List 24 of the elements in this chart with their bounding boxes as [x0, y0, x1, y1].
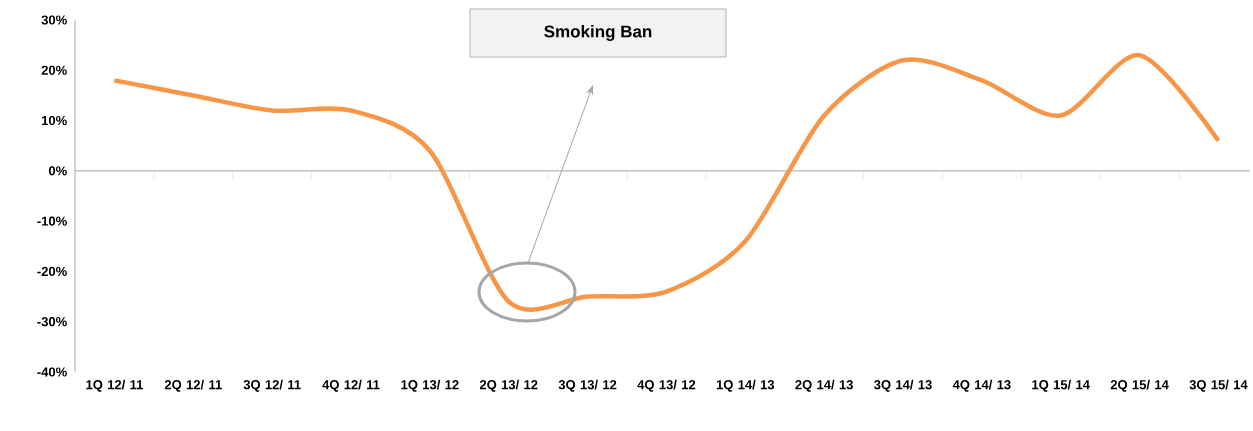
y-tick-label: 20%	[41, 65, 67, 75]
y-tick-label: -10%	[37, 216, 67, 226]
x-tick-label: 3Q 15/ 14	[1189, 379, 1248, 392]
x-tick-label: 2Q 12/ 11	[164, 379, 222, 392]
x-tick-label: 1Q 14/ 13	[716, 379, 775, 392]
y-tick-label: -20%	[37, 266, 67, 277]
y-tick-label: -40%	[37, 367, 67, 377]
y-tick-label: 10%	[42, 115, 67, 126]
x-tick-label: 4Q 13/ 12	[637, 379, 696, 392]
x-tick-label: 3Q 12/ 11	[243, 379, 301, 392]
x-tick-label: 2Q 15/ 14	[1110, 379, 1169, 392]
x-tick-label: 4Q 14/ 13	[952, 379, 1011, 392]
x-tick-label: 1Q 12/ 11	[86, 379, 143, 392]
x-tick-label: 1Q 15/ 14	[1032, 379, 1090, 392]
x-tick-label: 3Q 14/ 13	[874, 379, 932, 392]
annotation: Smoking Ban	[544, 25, 652, 41]
x-tick-label: 4Q 12/ 11	[322, 379, 380, 392]
x-tick-label: 3Q 13/ 12	[558, 379, 617, 392]
y-tick-label: 30%	[41, 15, 67, 25]
y-tick-label: 0%	[48, 166, 67, 176]
x-tick-label: 2Q 14/ 13	[795, 379, 853, 392]
y-tick-label: -30%	[37, 317, 67, 327]
x-tick-label: 2Q 13/ 12	[479, 379, 538, 392]
x-tick-label: 1Q 13/ 12	[401, 379, 459, 392]
